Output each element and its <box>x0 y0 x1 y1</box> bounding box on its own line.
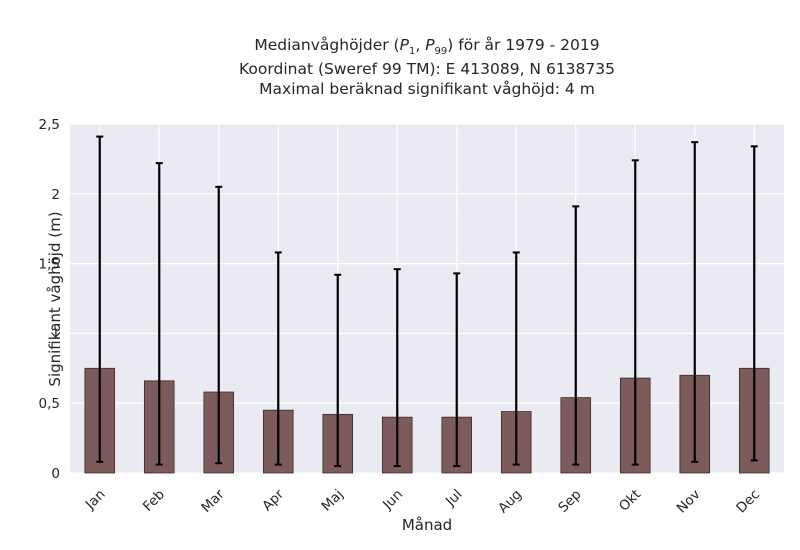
plot-area <box>70 124 784 473</box>
chart-title-line-1: Medianvåghöjder (P1, P99) för år 1979 - … <box>254 36 600 58</box>
x-tick-label: Sep <box>555 487 584 516</box>
y-tick-label: 0,5 <box>39 396 60 412</box>
x-tick-label: Jan <box>82 487 109 514</box>
y-tick-label: 2,5 <box>39 117 60 133</box>
x-tick-label: Jul <box>442 487 466 511</box>
chart-title-line-3: Maximal beräknad signifikant våghöjd: 4 … <box>259 80 595 98</box>
x-tick-label: Feb <box>140 487 168 515</box>
x-axis-label: Månad <box>401 516 453 534</box>
y-tick-label: 0 <box>51 466 60 482</box>
chart-title-line-2: Koordinat (Sweref 99 TM): E 413089, N 61… <box>239 60 615 78</box>
y-axis-label: Signifikant våghöjd (m) <box>46 211 64 387</box>
x-tick-label: Aug <box>495 487 525 517</box>
x-tick-label: Maj <box>319 487 347 515</box>
x-tick-label: Mar <box>198 486 228 516</box>
x-tick-label: Jun <box>379 487 406 514</box>
x-tick-label: Okt <box>616 487 644 515</box>
y-tick-label: 1,5 <box>39 257 60 273</box>
x-tick-label: Apr <box>259 486 287 514</box>
y-tick-label: 1 <box>51 326 60 342</box>
x-tick-label: Dec <box>733 487 763 517</box>
x-tick-label: Nov <box>674 487 704 517</box>
y-tick-label: 2 <box>51 187 60 203</box>
